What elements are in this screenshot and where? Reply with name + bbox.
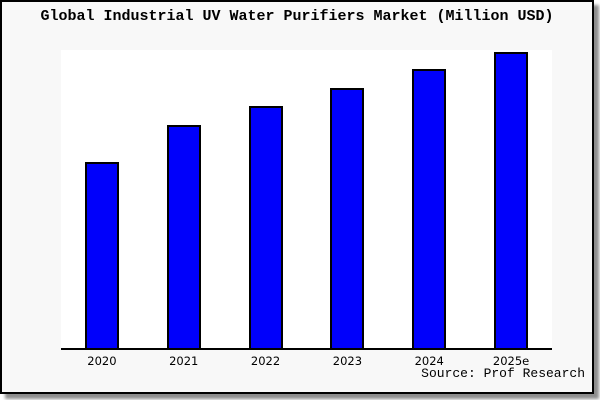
bar-2023 [330,88,365,348]
bar-2022 [248,106,283,348]
bar-2021 [166,125,201,348]
chart-figure-frame: Global Industrial UV Water Purifiers Mar… [0,0,594,394]
x-tick-label-2025e: 2025e [492,354,530,368]
bar-slot-2024 [388,50,470,348]
bar-slot-2023 [306,50,388,348]
bar-slot-2021 [143,50,225,348]
source-text: Source: Prof Research [421,366,585,381]
x-tick-label-2020: 2020 [87,354,117,368]
chart-title: Global Industrial UV Water Purifiers Mar… [40,8,554,25]
bars-row [61,50,552,348]
x-tick-label-2022: 2022 [250,354,281,368]
bar-2025e [494,52,529,348]
x-tick-label-2021: 2021 [169,354,199,368]
x-axis-tick-labels: 2020 2021 2022 2023 2024 2025e [61,354,552,368]
plot-area [61,50,552,350]
bar-slot-2022 [225,50,307,348]
bar-slot-2020 [61,50,143,348]
x-tick-label-2024: 2024 [414,354,444,368]
bar-2024 [412,69,447,348]
bar-2020 [84,162,119,348]
x-tick-label-2023: 2023 [332,354,363,368]
bar-slot-2025e [470,50,552,348]
